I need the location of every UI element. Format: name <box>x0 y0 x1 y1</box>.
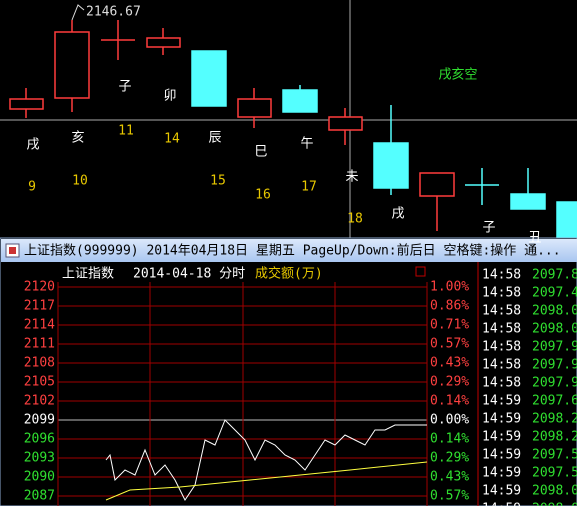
price-tick: 2099 <box>24 413 55 428</box>
red-candles <box>9 20 455 231</box>
pct-tick: 1.00% <box>430 280 469 295</box>
trade-time: 14:59 <box>482 394 521 409</box>
pct-tick: 0.29% <box>430 451 469 466</box>
trade-price: 2097.9 <box>532 358 577 373</box>
window-icon-inner <box>9 247 16 254</box>
pct-tick: 0.00% <box>430 413 469 428</box>
pct-tick: 0.71% <box>430 318 469 333</box>
branch-label: 戌 <box>391 207 404 222</box>
grid <box>57 282 428 506</box>
title-bar[interactable] <box>1 239 577 262</box>
branch-label: 子 <box>482 221 495 236</box>
trade-time: 14:59 <box>482 466 521 481</box>
window-frame <box>0 237 577 506</box>
trade-time: 14:59 <box>482 448 521 463</box>
peak-pointer <box>71 4 85 21</box>
trade-time: 14:58 <box>482 376 521 391</box>
branch-label: 戌 <box>26 138 39 153</box>
branch-label: 亥 <box>71 131 84 146</box>
branch-label: 午 <box>300 137 313 152</box>
price-tick: 2105 <box>24 375 55 390</box>
branch-label: 未 <box>345 170 358 185</box>
trade-time: 14:59 <box>482 412 521 427</box>
trade-time: 14:58 <box>482 304 521 319</box>
header-date: 2014-04-18 分时 <box>133 267 245 282</box>
trade-price: 2097.5 <box>532 448 577 463</box>
pct-tick: 0.86% <box>430 299 469 314</box>
trade-price: 2097.4 <box>532 286 577 301</box>
branch-label: 巳 <box>254 145 267 160</box>
price-tick: 2090 <box>24 470 55 485</box>
header-unit: 成交额(万) <box>255 266 323 282</box>
trade-price: 2098.2 <box>532 412 577 427</box>
header-icon <box>415 266 426 277</box>
day-label: 16 <box>255 188 271 203</box>
price-tick: 2096 <box>24 432 55 447</box>
trade-price: 2097.8 <box>532 268 577 283</box>
trade-price: 2097.9 <box>532 376 577 391</box>
branch-label: 辰 <box>208 131 221 146</box>
trade-price: 2098.0 <box>532 502 577 506</box>
price-tick: 2117 <box>24 299 55 314</box>
trade-price: 2098.0 <box>532 322 577 337</box>
trade-time: 14:59 <box>482 430 521 445</box>
trade-time: 14:58 <box>482 340 521 355</box>
trade-time: 14:58 <box>482 286 521 301</box>
trade-price: 2097.6 <box>532 394 577 409</box>
pct-tick: 0.14% <box>430 432 469 447</box>
day-label: 15 <box>210 174 226 189</box>
day-label: 10 <box>72 174 88 189</box>
trade-price: 2098.2 <box>532 430 577 445</box>
trade-time: 14:59 <box>482 484 521 499</box>
trade-time: 14:58 <box>482 268 521 283</box>
day-label: 9 <box>28 180 36 195</box>
candle-chart <box>0 0 577 243</box>
trade-price: 2097.5 <box>532 466 577 481</box>
price-tick: 2102 <box>24 394 55 409</box>
price-tick: 2114 <box>24 318 55 333</box>
price-tick: 2120 <box>24 280 55 295</box>
day-label: 11 <box>118 124 134 139</box>
trade-time: 14:58 <box>482 358 521 373</box>
price-tick: 2093 <box>24 451 55 466</box>
price-tick: 2087 <box>24 489 55 504</box>
pct-tick: 0.43% <box>430 356 469 371</box>
header-name: 上证指数 <box>62 267 114 282</box>
popup-window <box>0 237 577 506</box>
window-title: 上证指数(999999) 2014年04月18日 星期五 PageUp/Down… <box>24 243 561 259</box>
trade-price: 2097.9 <box>532 340 577 355</box>
branch-label: 丑 <box>528 231 541 246</box>
trade-time: 14:59 <box>482 502 521 506</box>
pct-tick: 0.14% <box>430 394 469 409</box>
day-label: 17 <box>301 180 317 195</box>
note: 戌亥空 <box>438 68 477 83</box>
pct-tick: 0.57% <box>430 489 469 504</box>
trade-price: 2098.0 <box>532 484 577 499</box>
pct-tick: 0.43% <box>430 470 469 485</box>
branch-label: 子 <box>118 80 131 95</box>
price-tick: 2108 <box>24 356 55 371</box>
branch-label: 卯 <box>163 89 176 104</box>
pct-tick: 0.57% <box>430 337 469 352</box>
trade-time: 14:58 <box>482 322 521 337</box>
price-tick: 2111 <box>24 337 55 352</box>
pct-tick: 0.29% <box>430 375 469 390</box>
cyan-candles <box>191 50 577 243</box>
peak-label: 2146.67 <box>86 5 141 20</box>
average-line <box>105 461 428 501</box>
trade-price: 2098.0 <box>532 304 577 319</box>
price-line <box>105 419 427 501</box>
day-label: 18 <box>347 212 363 227</box>
day-label: 14 <box>164 132 180 147</box>
